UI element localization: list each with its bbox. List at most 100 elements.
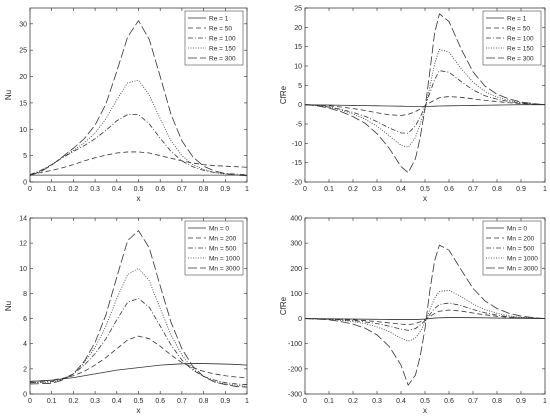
y-tick-label: 200 (290, 266, 302, 273)
x-tick-label: 0.9 (220, 186, 230, 193)
legend-entry: Mn = 1000 (209, 255, 240, 262)
y-tick-label: 25 (294, 6, 302, 13)
legend-entry: Mn = 0 (507, 225, 527, 232)
legend-entry: Re = 300 (507, 55, 534, 62)
series-line-5 (29, 20, 248, 177)
y-tick-label: -10 (292, 141, 302, 148)
x-tick-label: 0.7 (468, 398, 478, 405)
x-tick-label: 0.6 (444, 398, 454, 405)
x-tick-label: 0.3 (90, 398, 100, 405)
y-tick-label: 0 (23, 180, 27, 187)
legend: Mn = 0 Mn = 200 Mn = 500 Mn = 1000 Mn = 3000 (482, 220, 542, 276)
chart-panel-1: 0 0.1 0.2 0.3 0.4 0.5 0.6 0.7 0.8 0.9 105101520253… (4, 7, 249, 203)
legend-box (184, 220, 244, 276)
y-tick-label: 20 (294, 25, 302, 32)
legend-entry: Mn = 500 (507, 245, 535, 252)
legend-entry: Re = 150 (209, 45, 236, 52)
y-axis-label: Nu (4, 301, 13, 311)
legend-entry: Mn = 3000 (507, 265, 538, 272)
x-tick-label: 0.9 (220, 398, 230, 405)
y-tick-label: 2 (23, 366, 27, 373)
x-tick-label: 0.7 (177, 186, 187, 193)
x-tick-label: 0.2 (348, 186, 358, 193)
legend-entry: Re = 100 (507, 35, 534, 42)
y-tick-label: 5 (298, 83, 302, 90)
x-axis-label: x (423, 194, 427, 203)
y-tick-label: -200 (288, 366, 302, 373)
x-tick-label: 1 (245, 186, 249, 193)
y-tick-label: 4 (23, 341, 27, 348)
y-tick-label: -20 (292, 180, 302, 187)
chart-panel-3: 0 0.1 0.2 0.3 0.4 0.5 0.6 0.7 0.8 0.9 102468101214… (4, 216, 249, 416)
series-line-2 (29, 151, 248, 176)
legend-entry: Mn = 0 (209, 225, 229, 232)
legend-box (184, 10, 244, 66)
legend-entry: Mn = 1000 (507, 255, 538, 262)
x-tick-label: 0.1 (324, 186, 334, 193)
x-tick-label: 0.8 (199, 186, 209, 193)
legend-entry: Re = 50 (209, 25, 232, 32)
y-tick-label: -5 (296, 122, 302, 129)
x-tick-label: 0.4 (112, 186, 122, 193)
x-tick-label: 0.8 (492, 398, 502, 405)
legend-entry: Re = 50 (507, 25, 530, 32)
x-tick-label: 0.7 (468, 186, 478, 193)
y-tick-label: 5 (23, 153, 27, 160)
x-tick-label: 0.5 (134, 186, 144, 193)
x-axis-label: x (423, 406, 427, 415)
legend-box (482, 10, 542, 66)
y-tick-label: 12 (19, 241, 27, 248)
x-tick-label: 0.5 (420, 398, 430, 405)
x-tick-label: 0.3 (372, 398, 382, 405)
x-tick-label: 1 (543, 398, 547, 405)
y-tick-label: 10 (19, 266, 27, 273)
x-tick-label: 0 (303, 398, 307, 405)
series-line-5 (304, 13, 546, 174)
legend-box (482, 220, 542, 276)
y-tick-label: 10 (294, 64, 302, 71)
x-tick-label: 0.1 (47, 398, 57, 405)
legend: Re = 1 Re = 50 Re = 100 Re = 150 Re = 300 (482, 10, 542, 66)
x-tick-label: 0.1 (47, 186, 57, 193)
series-line-1 (304, 317, 546, 320)
x-tick-label: 0.6 (155, 398, 165, 405)
y-tick-label: 15 (19, 100, 27, 107)
x-tick-label: 0 (303, 186, 307, 193)
x-tick-label: 0.9 (516, 186, 526, 193)
x-tick-label: 0.5 (420, 186, 430, 193)
y-axis-label: CfRe (279, 85, 288, 104)
x-tick-label: 0.4 (396, 398, 406, 405)
x-tick-label: 0.6 (155, 186, 165, 193)
x-tick-label: 0.8 (492, 186, 502, 193)
series-line-3 (304, 302, 546, 331)
legend-entry: Re = 300 (209, 55, 236, 62)
x-tick-label: 0.7 (177, 398, 187, 405)
x-tick-label: 0.2 (69, 186, 79, 193)
y-tick-label: -300 (288, 392, 302, 399)
x-tick-label: 0.2 (348, 398, 358, 405)
legend: Mn = 0 Mn = 200 Mn = 500 Mn = 1000 Mn = 3000 (184, 220, 244, 276)
y-tick-label: 6 (23, 316, 27, 323)
legend-entry: Mn = 3000 (209, 265, 240, 272)
x-tick-label: 0.3 (90, 186, 100, 193)
series-line-2 (29, 335, 248, 382)
y-tick-label: 0 (23, 392, 27, 399)
x-tick-label: 0.4 (396, 186, 406, 193)
legend-entry: Mn = 200 (209, 235, 237, 242)
x-axis-label: x (137, 194, 141, 203)
x-tick-label: 1 (543, 186, 547, 193)
y-tick-label: -100 (288, 341, 302, 348)
y-tick-label: 100 (290, 291, 302, 298)
legend-entry: Mn = 500 (209, 245, 237, 252)
y-tick-label: 0 (298, 316, 302, 323)
x-tick-label: 0.2 (69, 398, 79, 405)
x-tick-label: 1 (245, 398, 249, 405)
x-tick-label: 0.6 (444, 186, 454, 193)
x-tick-label: 0.5 (134, 398, 144, 405)
chart-panel-2: 0 0.1 0.2 0.3 0.4 0.5 0.6 0.7 0.8 0.9 1 -20 -15 -10 -5… (279, 6, 547, 204)
y-tick-label: -15 (292, 160, 302, 167)
x-tick-label: 0.1 (324, 398, 334, 405)
legend-entry: Re = 150 (507, 45, 534, 52)
y-tick-label: 0 (298, 102, 302, 109)
